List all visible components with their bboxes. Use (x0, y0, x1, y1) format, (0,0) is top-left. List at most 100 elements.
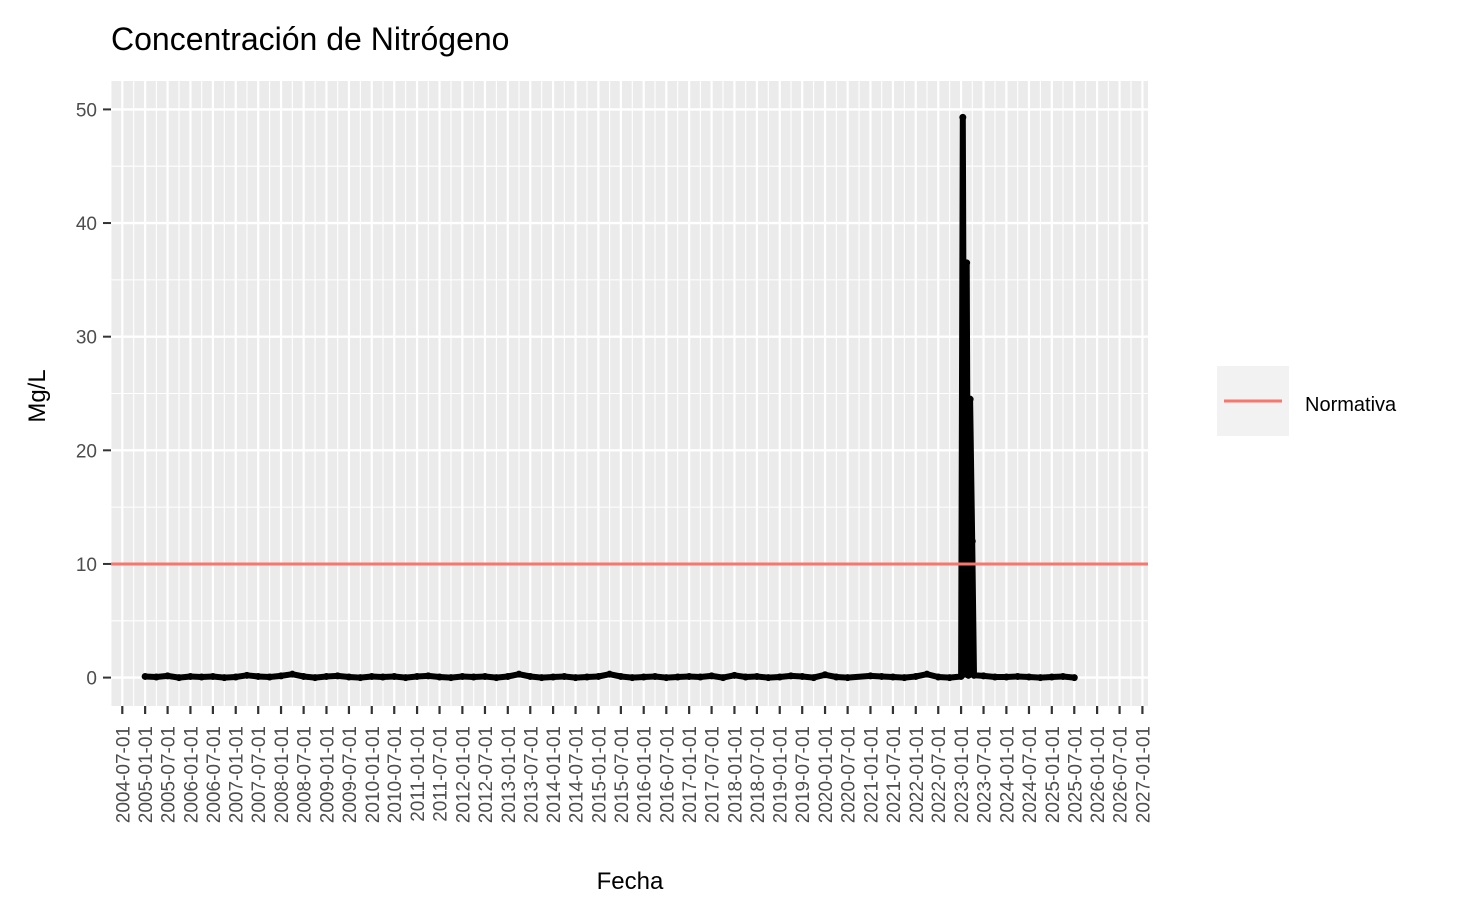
data-point (413, 672, 421, 680)
x-tick-label: 2006-01-01 (181, 726, 202, 823)
data-point (923, 670, 931, 678)
x-tick-label: 2012-07-01 (476, 726, 497, 823)
x-tick-label: 2023-01-01 (952, 726, 973, 823)
data-point (209, 672, 217, 680)
x-axis-title: Fecha (597, 868, 664, 895)
x-tick-label: 2013-07-01 (521, 726, 542, 823)
data-point (606, 670, 614, 678)
y-axis: 0 10 20 30 40 50 (76, 100, 111, 690)
data-point (311, 674, 319, 682)
data-point (277, 672, 285, 680)
x-tick-label: 2014-01-01 (544, 726, 565, 823)
y-tick-label: 10 (76, 555, 97, 576)
data-point (164, 672, 172, 680)
x-tick-label: 2009-01-01 (317, 726, 338, 823)
x-tick-label: 2024-07-01 (1020, 726, 1041, 823)
data-point (696, 673, 704, 681)
data-point (934, 673, 942, 681)
data-point (1070, 674, 1078, 682)
data-point (334, 672, 342, 680)
data-point (379, 673, 387, 681)
data-point (1036, 674, 1044, 682)
x-tick-label: 2021-07-01 (884, 726, 905, 823)
data-point (1002, 673, 1010, 681)
data-point (753, 672, 761, 680)
legend: Normativa (1217, 366, 1397, 436)
y-axis-title: Mg/L (24, 369, 51, 422)
data-point (583, 673, 591, 681)
data-point (572, 674, 580, 682)
x-tick-label: 2011-01-01 (408, 726, 429, 822)
data-point (912, 672, 920, 680)
data-point (390, 672, 398, 680)
data-point (764, 674, 772, 682)
x-tick-label: 2014-07-01 (567, 726, 588, 823)
y-tick-label: 20 (76, 441, 97, 462)
data-point (742, 673, 750, 681)
data-point (436, 673, 444, 681)
data-point (515, 670, 523, 678)
chart-title: Concentración de Nitrógeno (111, 21, 509, 57)
y-tick-label: 0 (86, 669, 97, 690)
data-point (963, 259, 971, 267)
x-tick-label: 2018-07-01 (748, 726, 769, 823)
x-tick-label: 2018-01-01 (725, 726, 746, 823)
data-point (470, 673, 478, 681)
x-tick-label: 2009-07-01 (340, 726, 361, 823)
data-point (481, 672, 489, 680)
data-point (288, 670, 296, 678)
x-tick-label: 2011-07-01 (431, 726, 452, 822)
x-tick-label: 2004-07-01 (113, 726, 134, 823)
x-tick-label: 2010-01-01 (363, 726, 384, 823)
minor-gridlines (110, 81, 1148, 706)
x-tick-label: 2013-01-01 (499, 726, 520, 823)
data-point (424, 672, 432, 680)
major-gridlines (111, 81, 1148, 706)
data-point (889, 673, 897, 681)
x-tick-label: 2019-01-01 (771, 726, 792, 823)
x-tick-label: 2027-01-01 (1133, 726, 1154, 823)
x-tick-label: 2008-07-01 (295, 726, 316, 823)
data-point (141, 672, 149, 680)
x-tick-label: 2022-01-01 (907, 726, 928, 823)
data-point (674, 673, 682, 681)
y-tick-label: 40 (76, 214, 97, 235)
data-point (322, 672, 330, 680)
x-tick-label: 2015-07-01 (612, 726, 633, 823)
data-point (526, 672, 534, 680)
data-point (966, 395, 974, 403)
x-axis: 2004-07-01 2005-01-01 2005-07-01 2006-01-01… (113, 706, 1154, 823)
data-point (220, 674, 228, 682)
x-tick-label: 2026-01-01 (1088, 726, 1109, 823)
data-point (662, 674, 670, 682)
data-point (175, 674, 183, 682)
x-tick-label: 2005-07-01 (159, 726, 180, 823)
data-point (186, 672, 194, 680)
data-point (617, 672, 625, 680)
x-tick-label: 2016-07-01 (657, 726, 678, 823)
data-point (549, 673, 557, 681)
data-point (640, 673, 648, 681)
data-point (243, 671, 251, 679)
data-point (776, 673, 784, 681)
x-tick-label: 2010-07-01 (385, 726, 406, 823)
x-tick-label: 2017-01-01 (680, 726, 701, 823)
data-point (492, 674, 500, 682)
x-tick-label: 2007-07-01 (249, 726, 270, 823)
data-point (1059, 672, 1067, 680)
x-tick-label: 2007-01-01 (227, 726, 248, 823)
x-tick-label: 2022-07-01 (929, 726, 950, 823)
data-point (968, 537, 976, 545)
x-tick-label: 2025-01-01 (1043, 726, 1064, 823)
x-tick-label: 2024-01-01 (997, 726, 1018, 823)
data-point (368, 672, 376, 680)
series-line (142, 114, 1078, 681)
data-point (970, 671, 978, 679)
x-tick-label: 2015-01-01 (589, 726, 610, 823)
data-point (254, 672, 262, 680)
data-point (832, 673, 840, 681)
data-point (946, 674, 954, 682)
x-tick-label: 2025-07-01 (1065, 726, 1086, 823)
data-point (844, 674, 852, 682)
data-point (651, 672, 659, 680)
